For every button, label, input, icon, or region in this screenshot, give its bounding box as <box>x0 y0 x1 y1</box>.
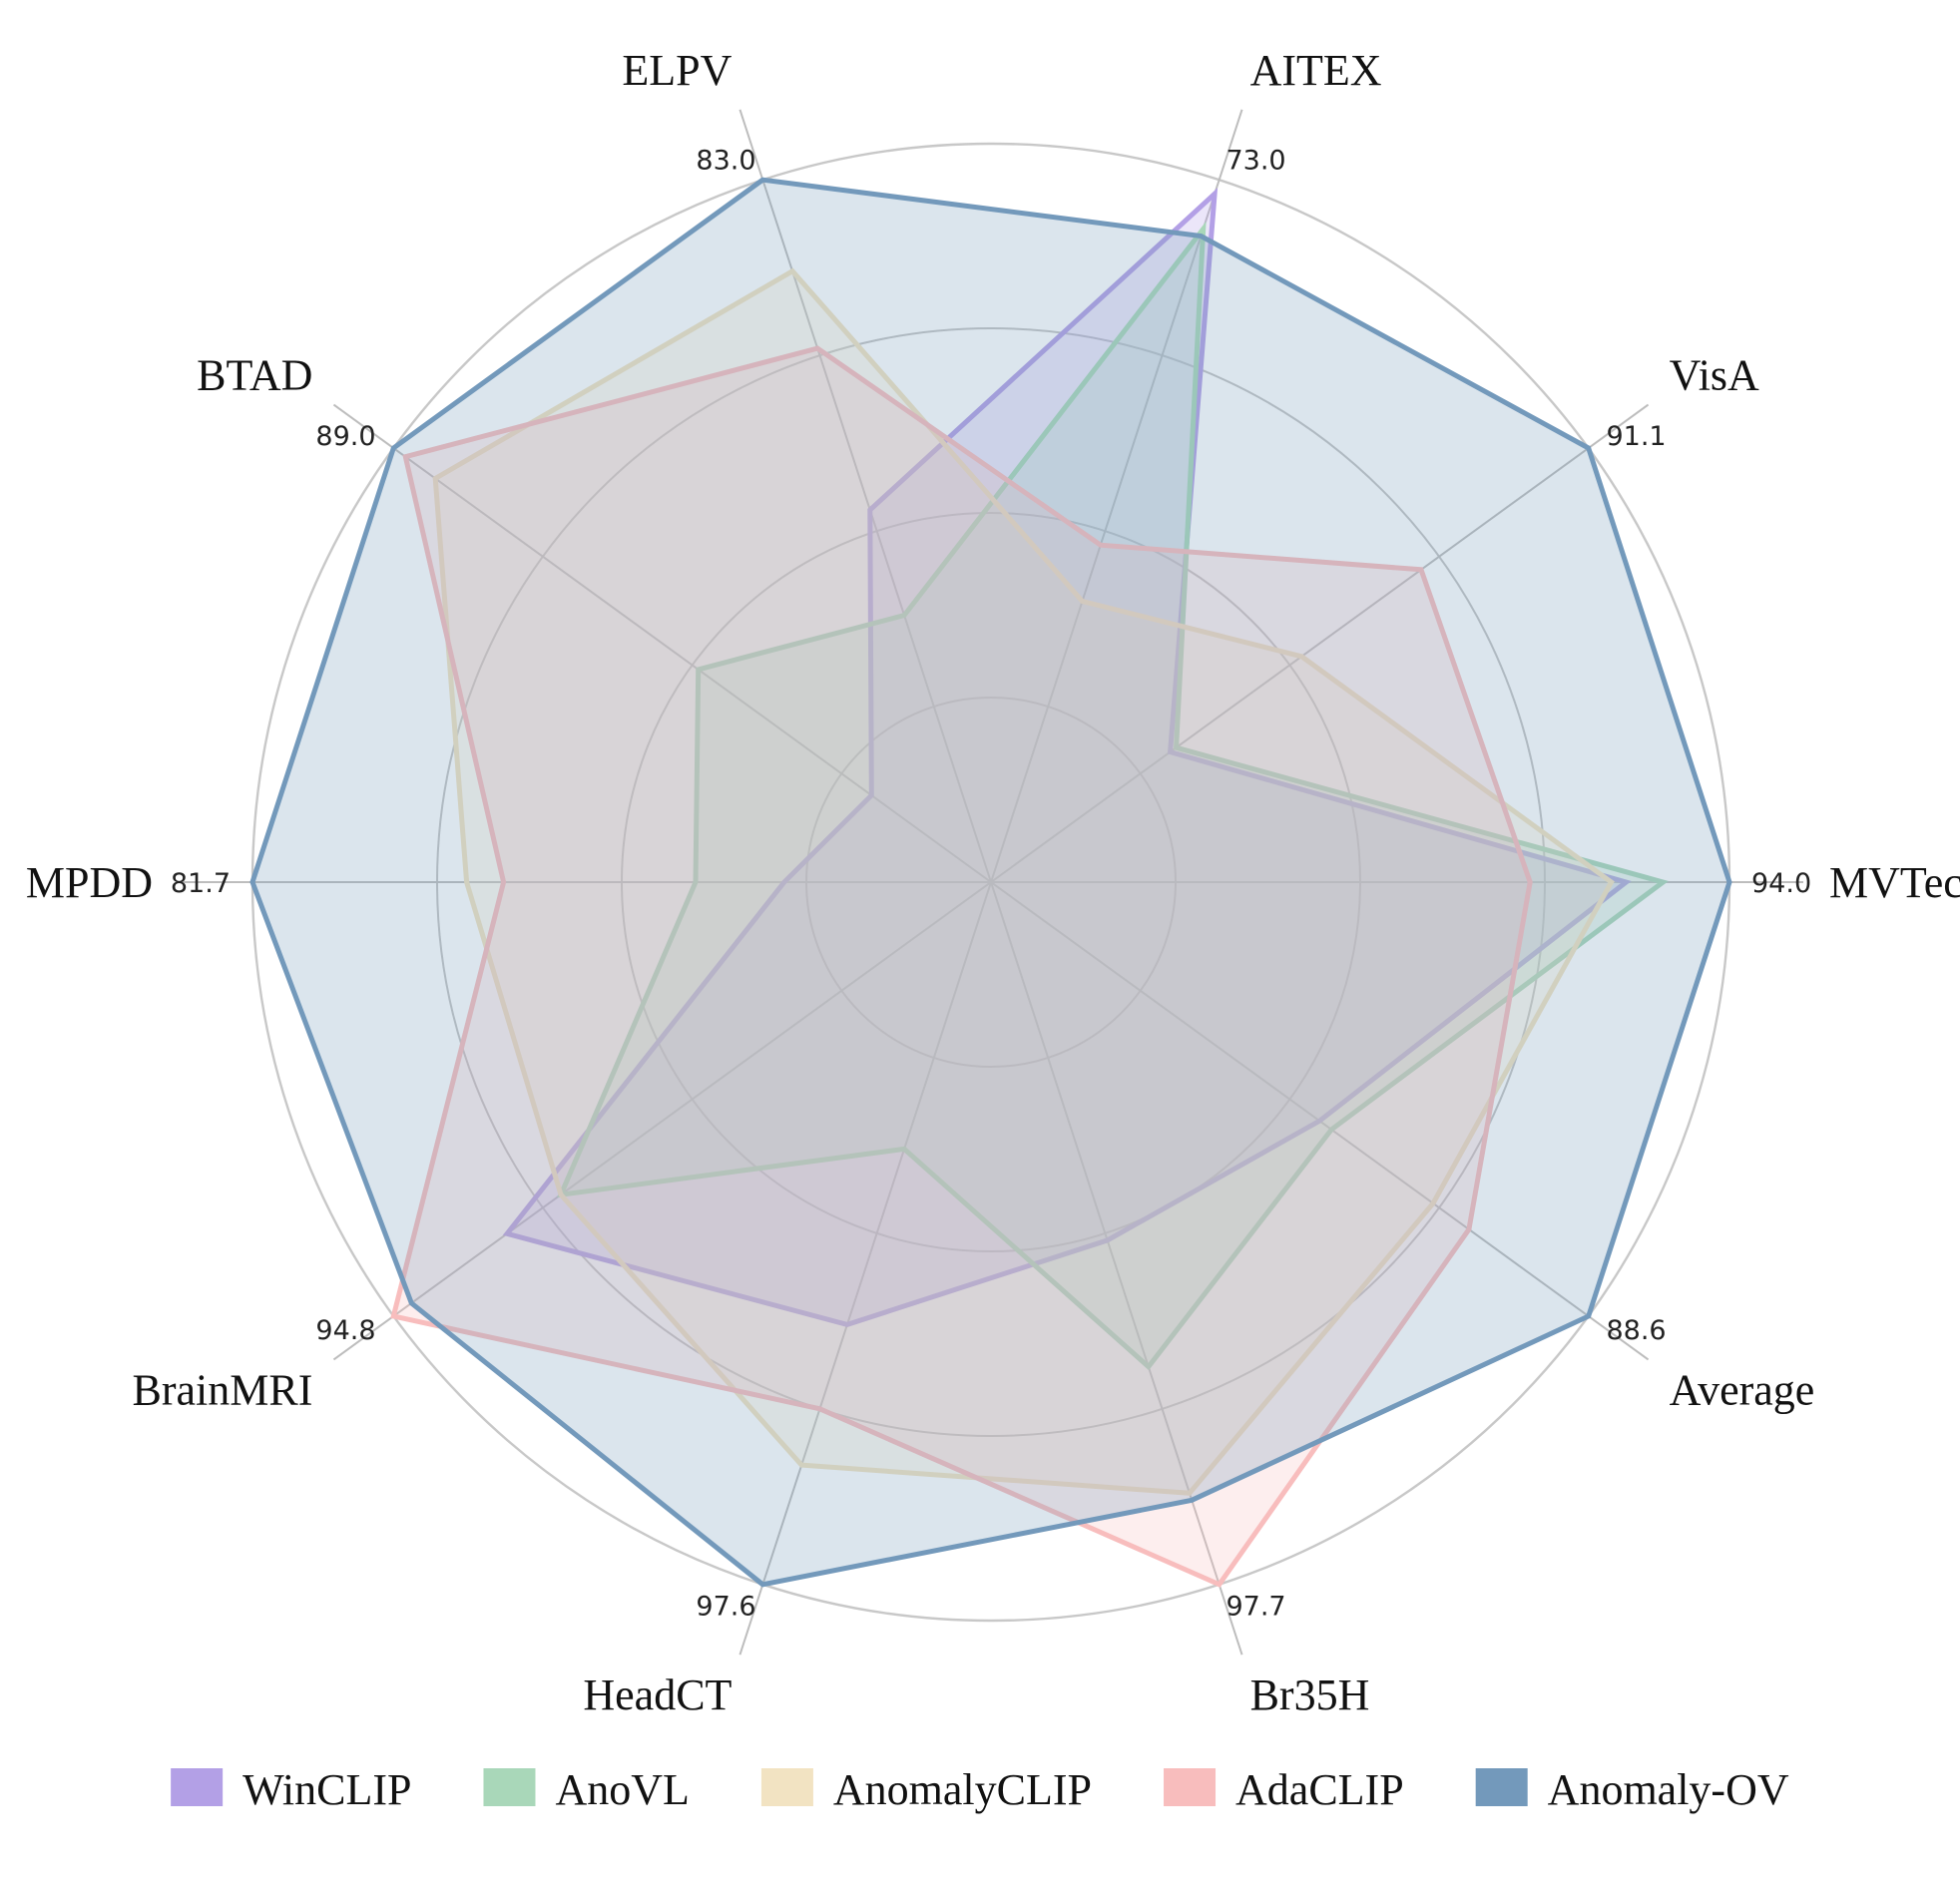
axis-label-mvtec: MVTec <box>1829 858 1960 907</box>
axis-label-aitex: AITEX <box>1250 46 1382 95</box>
axis-spoke-headct <box>738 881 992 1656</box>
series-anomaly-ov <box>249 177 1732 1588</box>
legend-label-anomalyclip: AnomalyCLIP <box>833 1765 1092 1814</box>
axis-spoke-btad <box>332 403 992 883</box>
series-winclip <box>502 188 1632 1328</box>
axis-max-label-average: 88.6 <box>1606 1315 1666 1346</box>
legend-label-adaclip: AdaCLIP <box>1235 1765 1404 1814</box>
legend-item-anomalyclip: AnomalyCLIP <box>760 1765 1092 1814</box>
legend-label-anomaly-ov: Anomaly-OV <box>1548 1765 1789 1814</box>
axis-max-label-br35h: 97.7 <box>1225 1592 1285 1623</box>
axis-spoke-br35h <box>990 881 1243 1656</box>
axis-spoke-visa <box>990 403 1650 883</box>
axis-spoke-brainmri <box>332 881 992 1361</box>
legend-swatch-winclip <box>171 1768 224 1806</box>
axis-label-brainmri: BrainMRI <box>133 1366 313 1415</box>
legend-swatch-anomaly-ov <box>1475 1768 1528 1806</box>
legend-item-anovl: AnoVL <box>483 1765 690 1814</box>
axis-max-label-elpv: 83.0 <box>696 145 755 176</box>
axis-label-headct: HeadCT <box>583 1670 732 1719</box>
axis-label-average: Average <box>1670 1366 1815 1415</box>
axis-max-label-aitex: 73.0 <box>1225 145 1285 176</box>
legend-label-anovl: AnoVL <box>555 1765 689 1814</box>
series-anovl <box>556 221 1669 1371</box>
axis-max-label-visa: 91.1 <box>1606 421 1666 452</box>
axis-max-label-mvtec: 94.0 <box>1751 868 1811 899</box>
legend-label-winclip: WinCLIP <box>243 1765 411 1814</box>
axis-label-elpv: ELPV <box>622 46 732 95</box>
legend-item-winclip: WinCLIP <box>171 1765 411 1814</box>
series-layer <box>249 177 1732 1588</box>
series-anomalyclip <box>432 267 1615 1496</box>
legend-item-anomaly-ov: Anomaly-OV <box>1475 1765 1789 1814</box>
axis-max-label-headct: 97.6 <box>696 1592 755 1623</box>
axis-max-label-btad: 89.0 <box>315 421 375 452</box>
legend-swatch-adaclip <box>1164 1768 1217 1806</box>
legend-swatch-anovl <box>483 1768 536 1806</box>
axis-label-btad: BTAD <box>197 350 312 399</box>
legend-item-adaclip: AdaCLIP <box>1164 1765 1404 1814</box>
legend: WinCLIP AnoVL AnomalyCLIP AdaCLIP Anomaly-OV <box>171 1765 1789 1814</box>
axis-label-mpdd: MPDD <box>26 858 153 907</box>
axis-spoke-elpv <box>738 109 992 883</box>
axis-label-visa: VisA <box>1670 350 1759 399</box>
series-adaclip <box>390 345 1533 1588</box>
axis-label-br35h: Br35H <box>1250 1670 1370 1719</box>
legend-swatch-anomalyclip <box>760 1768 813 1806</box>
axis-max-label-brainmri: 94.8 <box>315 1315 375 1346</box>
axis-max-label-mpdd: 81.7 <box>171 868 231 899</box>
